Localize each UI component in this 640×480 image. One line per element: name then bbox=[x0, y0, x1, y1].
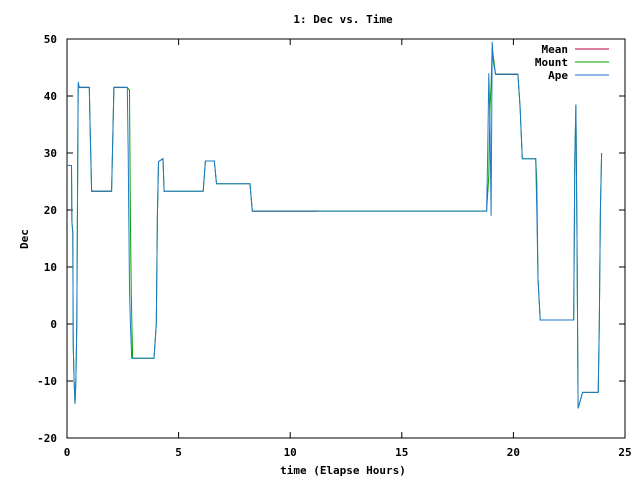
legend-label-mount: Mount bbox=[535, 56, 568, 69]
legend-label-ape: Ape bbox=[548, 69, 568, 82]
y-tick-label: 0 bbox=[50, 318, 57, 331]
chart-title: 1: Dec vs. Time bbox=[293, 13, 393, 26]
plot-frame bbox=[66, 38, 626, 439]
y-axis-label: Dec bbox=[18, 229, 31, 249]
x-tick-label: 10 bbox=[284, 446, 297, 459]
series-ape-line bbox=[67, 41, 603, 409]
legend-label-mean: Mean bbox=[542, 43, 569, 56]
x-tick-label: 15 bbox=[395, 446, 408, 459]
axis-ticks bbox=[66, 38, 626, 439]
y-tick-label: 30 bbox=[44, 147, 57, 160]
y-tick-label: 20 bbox=[44, 204, 57, 217]
x-tick-label: 25 bbox=[618, 446, 631, 459]
axis-tick-labels: 0 5 10 15 20 25 -20 -10 0 10 20 30 40 50 bbox=[37, 33, 632, 459]
x-tick-label: 5 bbox=[175, 446, 182, 459]
x-tick-label: 0 bbox=[64, 446, 71, 459]
x-tick-label: 20 bbox=[507, 446, 520, 459]
y-tick-label: -20 bbox=[37, 432, 57, 445]
y-tick-label: 40 bbox=[44, 90, 57, 103]
x-axis-label: time (Elapse Hours) bbox=[280, 464, 406, 477]
y-tick-label: 50 bbox=[44, 33, 57, 46]
y-tick-label: -10 bbox=[37, 375, 57, 388]
series-mount-line bbox=[67, 47, 603, 409]
y-tick-label: 10 bbox=[44, 261, 57, 274]
series-lines bbox=[67, 41, 603, 409]
